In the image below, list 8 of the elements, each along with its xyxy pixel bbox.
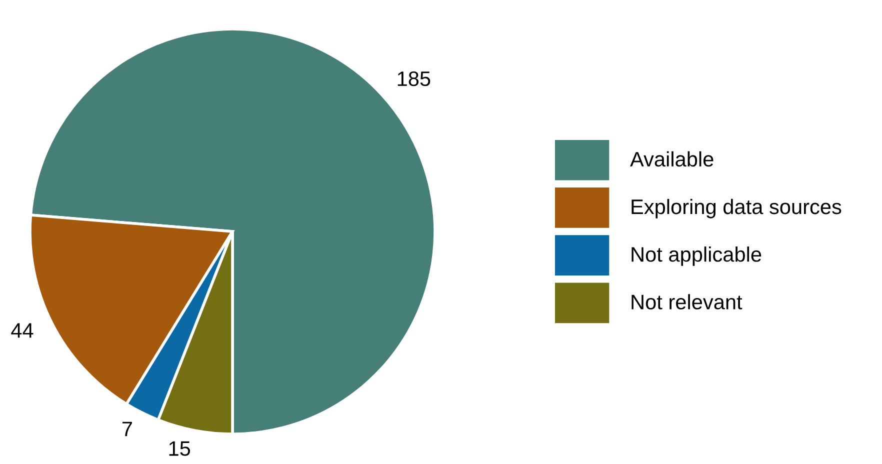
- legend-label: Exploring data sources: [632, 198, 842, 218]
- data-label: 185: [398, 71, 430, 86]
- data-label: 44: [11, 323, 34, 338]
- data-label: 7: [122, 422, 132, 436]
- legend-label: Not relevant: [632, 294, 742, 310]
- data-label: 15: [169, 441, 190, 456]
- legend-label: Available: [630, 151, 714, 167]
- legend-label: Not applicable: [632, 246, 762, 266]
